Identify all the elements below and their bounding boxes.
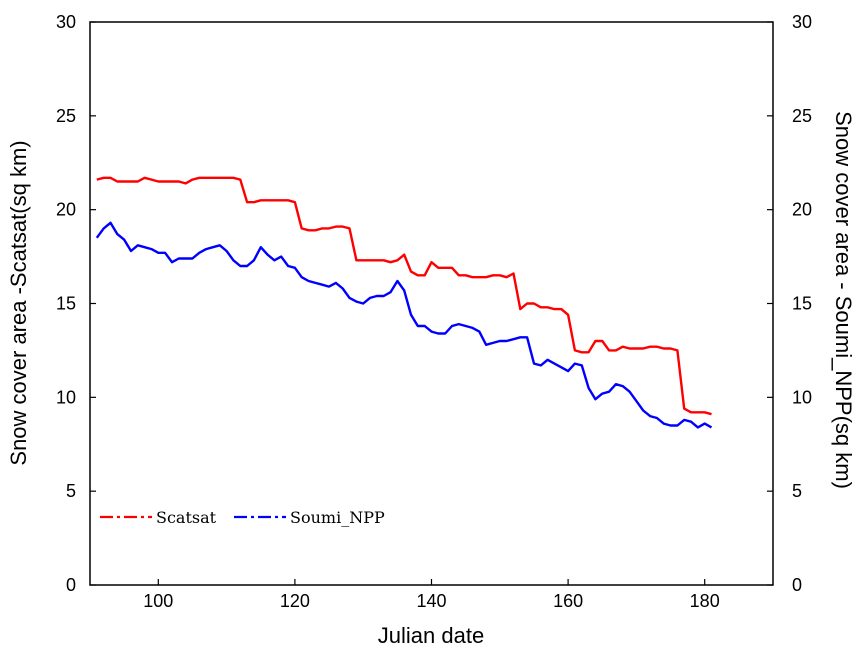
left-y-tick-label: 20 xyxy=(56,200,76,220)
x-tick-label: 100 xyxy=(143,591,173,611)
right-y-axis-title: Snow cover area - Soumi_NPP(sq km) xyxy=(831,111,856,489)
left-y-tick-label: 15 xyxy=(56,294,76,314)
left-y-axis-title: Snow cover area -Scatsat(sq km) xyxy=(6,140,31,465)
plot-frame xyxy=(89,21,774,586)
right-y-tick-label: 20 xyxy=(792,200,812,220)
left-y-axis-ticks: 0 5 10 15 20 25 30 xyxy=(56,12,96,595)
left-y-tick-label: 30 xyxy=(56,12,76,32)
left-y-tick-label: 10 xyxy=(56,387,76,407)
x-axis-title: Julian date xyxy=(378,623,484,648)
x-tick-label: 180 xyxy=(690,591,720,611)
right-y-tick-label: 5 xyxy=(792,481,802,501)
right-y-tick-label: 25 xyxy=(792,106,812,126)
right-y-tick-label: 30 xyxy=(792,12,812,32)
series-lines xyxy=(95,176,713,429)
series-line-scatsat xyxy=(96,176,712,416)
series-line-soumi-npp xyxy=(95,221,713,429)
right-y-tick-label: 0 xyxy=(792,575,802,595)
left-y-tick-label: 5 xyxy=(66,481,76,501)
right-y-tick-label: 10 xyxy=(792,387,812,407)
x-tick-label: 120 xyxy=(280,591,310,611)
legend: Scatsat Soumi_NPP xyxy=(100,508,385,527)
right-y-tick-label: 15 xyxy=(792,294,812,314)
left-y-tick-label: 0 xyxy=(66,575,76,595)
legend-label-scatsat: Scatsat xyxy=(156,508,217,527)
x-axis-ticks: 100 120 140 160 180 xyxy=(143,579,720,611)
x-tick-label: 160 xyxy=(553,591,583,611)
left-y-tick-label: 25 xyxy=(56,106,76,126)
right-y-axis-ticks: 0 5 10 15 20 25 30 xyxy=(767,12,812,595)
x-tick-label: 140 xyxy=(416,591,446,611)
legend-label-soumi-npp: Soumi_NPP xyxy=(290,508,385,527)
